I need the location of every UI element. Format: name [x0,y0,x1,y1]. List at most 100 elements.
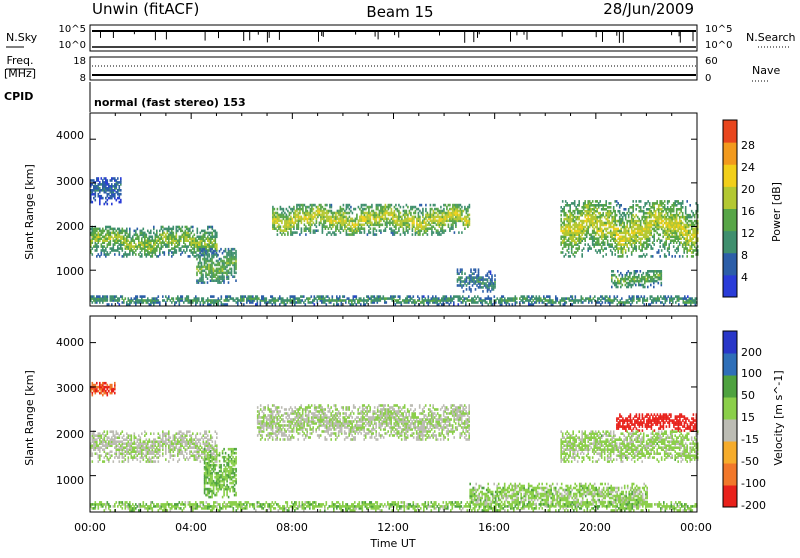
cpid-label: CPID [4,90,33,103]
power-data-cell [571,212,573,215]
power-data-cell [571,230,573,233]
power-data-cell [199,248,201,251]
power-data-cell [395,295,397,298]
power-data-cell [204,254,206,257]
power-data-cell [667,200,669,203]
power-data-cell [225,272,227,275]
power-data-cell [107,226,109,229]
power-data-cell [417,295,419,298]
power-data-cell [640,270,642,273]
power-data-cell [410,212,412,215]
power-data-cell [277,208,279,211]
power-data-cell [671,255,673,258]
power-data-cell [368,229,370,232]
power-data-cell [213,230,215,233]
power-data-cell [188,245,190,248]
power-data-cell [619,210,621,213]
power-data-cell [409,210,411,213]
power-data-cell [141,230,143,233]
power-data-cell [619,274,621,277]
power-data-cell [388,212,390,215]
power-data-cell [454,204,456,207]
power-data-cell [119,181,121,184]
power-data-cell [311,214,313,217]
power-data-cell [469,214,471,217]
power-data-cell [610,239,612,242]
power-data-cell [141,247,143,250]
power-data-cell [646,253,648,256]
power-data-cell [643,234,645,237]
power-data-cell [125,245,127,248]
power-data-cell [598,237,600,240]
power-data-cell [673,245,675,248]
power-data-cell [581,253,583,256]
power-data-cell [164,236,166,239]
power-data-cell [406,218,408,221]
power-data-cell [568,243,570,246]
power-data-cell [560,251,562,254]
power-data-cell [365,299,367,302]
power-data-cell [313,208,315,211]
power-data-cell [99,181,101,184]
power-data-cell [463,284,465,287]
power-data-cell [429,299,431,302]
power-data-cell [598,220,600,223]
power-data-cell [107,251,109,254]
power-data-cell [309,297,311,300]
power-data-cell [457,284,459,287]
power-data-cell [204,230,206,233]
power-data-cell [664,214,666,217]
power-data-cell [403,210,405,213]
power-data-cell [432,295,434,298]
power-data-cell [366,299,368,302]
power-data-cell [311,301,313,304]
power-data-cell [667,222,669,225]
power-data-cell [607,232,609,235]
power-data-cell [650,255,652,258]
power-data-cell [607,239,609,242]
power-data-cell [497,297,499,300]
power-data-cell [410,218,412,221]
power-data-cell [221,301,223,304]
power-data-cell [386,218,388,221]
power-data-cell [274,208,276,211]
power-data-cell [191,232,193,235]
power-data-cell [116,299,118,302]
power-data-cell [408,299,410,302]
power-data-cell [398,227,400,230]
power-data-cell [275,297,277,300]
freq-tick-top: 18 [73,56,86,67]
power-data-cell [338,297,340,300]
power-data-cell [364,212,366,215]
power-data-cell [565,218,567,221]
power-data-cell [646,216,648,219]
power-data-cell [126,228,128,231]
power-data-cell [568,210,570,213]
power-data-cell [463,222,465,225]
power-data-cell [568,204,570,207]
power-data-cell [470,299,472,302]
power-data-cell [301,208,303,211]
power-data-cell [368,295,370,298]
power-data-cell [605,228,607,231]
power-data-cell [574,251,576,254]
power-data-cell [162,237,164,240]
power-data-cell [146,299,148,302]
power-data-cell [198,262,200,265]
power-data-cell [637,270,639,273]
power-data-cell [213,295,215,298]
power-data-cell [285,303,287,306]
power-data-cell [207,264,209,267]
power-data-cell [182,234,184,237]
power-data-cell [216,252,218,255]
power-data-cell [650,210,652,213]
power-data-cell [614,245,616,248]
power-data-cell [604,216,606,219]
power-data-cell [676,200,678,203]
power-data-cell [225,256,227,259]
power-data-cell [568,237,570,240]
power-data-cell [338,210,340,213]
power-data-cell [141,253,143,256]
power-data-cell [461,268,463,271]
power-data-cell [93,179,95,182]
